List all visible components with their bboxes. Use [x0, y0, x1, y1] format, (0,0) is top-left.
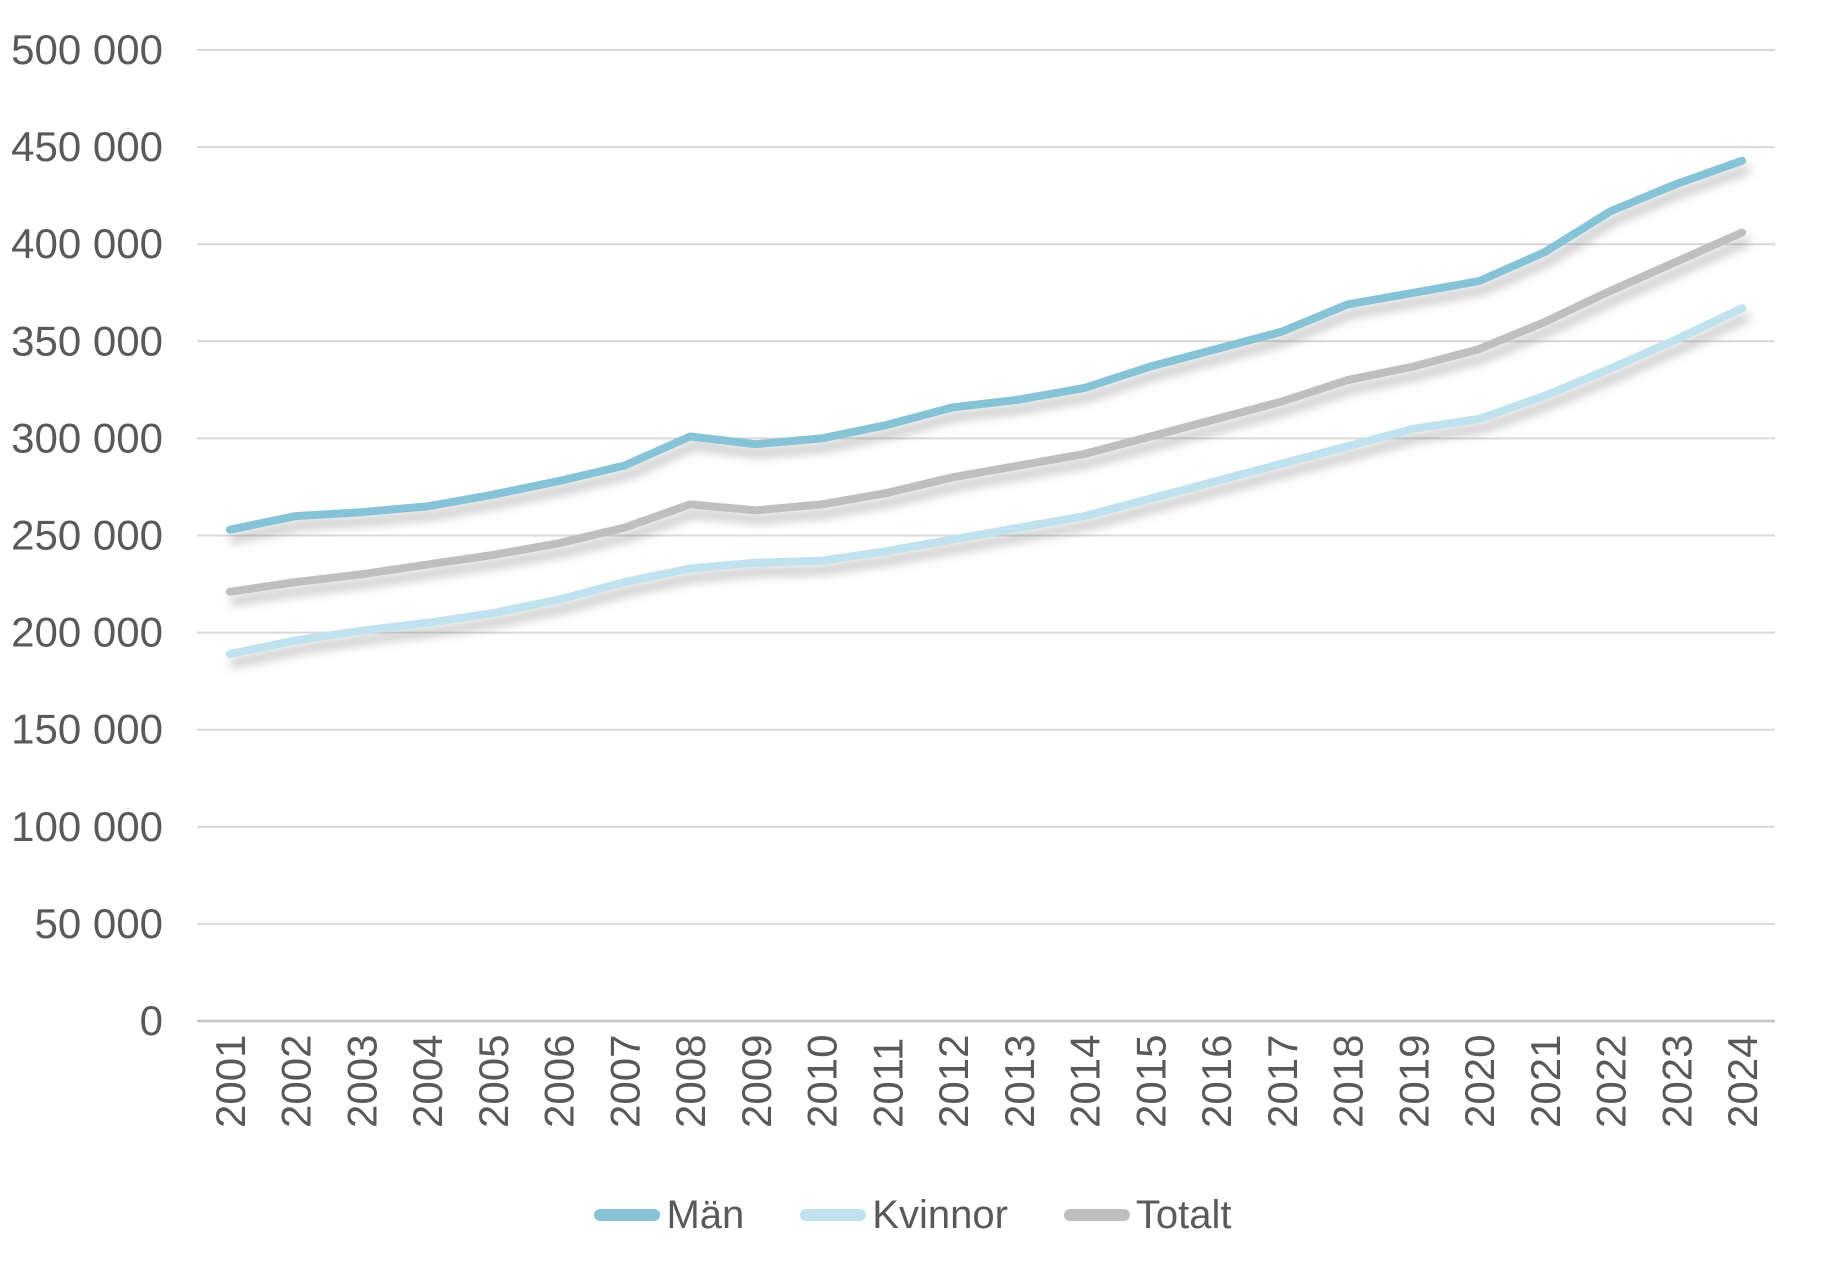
x-axis-tick-label: 2023 [1653, 1035, 1700, 1128]
y-axis-tick-label: 250 000 [11, 512, 163, 559]
x-axis-tick-label: 2005 [470, 1035, 517, 1128]
x-axis-tick-label: 2004 [404, 1035, 451, 1128]
x-axis-tick-label: 2007 [601, 1035, 648, 1128]
x-axis-tick-label: 2006 [536, 1035, 583, 1128]
series-line-totalt [225, 228, 1747, 596]
x-axis-tick-label: 2020 [1456, 1035, 1503, 1128]
legend-item-m-n: Män [594, 1195, 744, 1235]
y-axis-labels-group: 0 50 000 100 000 150 000 200 000 250 000 300 0… [11, 26, 163, 1044]
x-axis-tick-label: 2013 [996, 1035, 1043, 1128]
y-axis-tick-label: 300 000 [11, 414, 163, 461]
y-axis-tick-label: 100 000 [11, 803, 163, 850]
legend-label: Totalt [1135, 1193, 1232, 1237]
y-axis-tick-label: 500 000 [11, 26, 163, 73]
x-axis-tick-label: 2022 [1588, 1035, 1635, 1128]
series-line-m-n [225, 156, 1747, 534]
x-axis-tick-label: 2008 [667, 1035, 714, 1128]
x-axis-tick-label: 2017 [1259, 1035, 1306, 1128]
legend-item-totalt: Totalt [1063, 1193, 1232, 1237]
y-axis-tick-label: 450 000 [11, 123, 163, 170]
series-line-kvinnor [225, 304, 1747, 658]
x-axis-labels-group: 2001 2002 2003 2004 2005 2006 2007 2008 2009 2010… [207, 1035, 1766, 1128]
legend-label: Män [666, 1193, 745, 1237]
chart-legend: Män Kvinnor Totalt [0, 1180, 1826, 1250]
x-axis-tick-label: 2010 [799, 1035, 846, 1128]
legend-item-kvinnor: Kvinnor [800, 1195, 1008, 1235]
y-axis-tick-label: 0 [140, 997, 163, 1044]
legend-swatch-icon [1063, 1209, 1130, 1221]
x-axis-tick-label: 2018 [1325, 1035, 1372, 1128]
x-axis-tick-label: 2003 [338, 1035, 385, 1128]
x-axis-tick-label: 2014 [1062, 1035, 1109, 1128]
x-axis-tick-label: 2021 [1522, 1035, 1569, 1128]
x-axis-tick-label: 2002 [273, 1035, 320, 1128]
y-axis-tick-label: 400 000 [11, 220, 163, 267]
y-axis-tick-label: 200 000 [11, 609, 163, 656]
x-axis-tick-label: 2001 [207, 1035, 254, 1128]
x-axis-tick-label: 2015 [1127, 1035, 1174, 1128]
y-axis-tick-label: 50 000 [35, 900, 163, 947]
x-axis-tick-label: 2016 [1193, 1035, 1240, 1128]
legend-swatch-icon [800, 1209, 867, 1221]
x-axis-tick-label: 2009 [733, 1035, 780, 1128]
x-axis-tick-label: 2024 [1719, 1035, 1766, 1128]
y-axis-tick-label: 150 000 [11, 706, 163, 753]
y-axis-tick-label: 350 000 [11, 317, 163, 364]
x-axis-tick-label: 2011 [864, 1038, 911, 1128]
series-lines-group [225, 156, 1747, 658]
x-axis-tick-label: 2019 [1390, 1035, 1437, 1128]
x-axis-tick-label: 2012 [930, 1035, 977, 1128]
legend-label: Kvinnor [872, 1193, 1008, 1237]
legend-swatch-icon [594, 1209, 661, 1221]
